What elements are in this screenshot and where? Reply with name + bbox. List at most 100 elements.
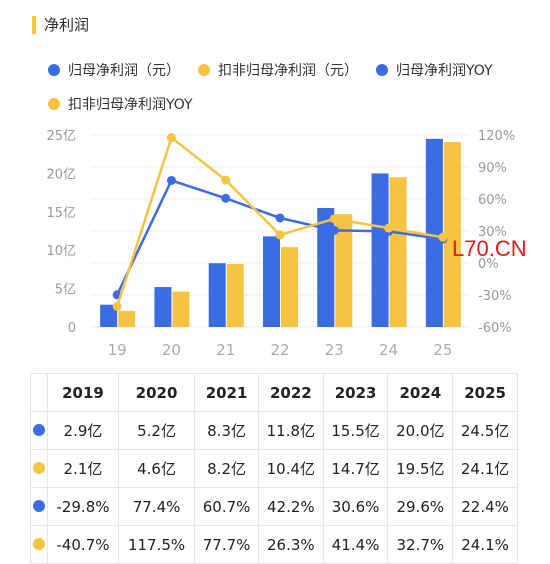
table-cell: 77.7% [194,525,259,564]
bar [317,207,335,327]
table-cell: 41.4% [322,525,389,564]
legend-dot-icon [198,64,210,76]
bar [118,310,136,327]
y-right-tick-label: 30% [478,225,507,240]
table-header-cell: 2024 [387,373,454,412]
table-cell: 29.6% [387,487,454,526]
table-cell: 22.4% [452,487,518,526]
y-right-tick-label: -30% [478,289,512,304]
bar [443,141,461,327]
table-cell: 4.6亿 [117,449,196,488]
bar [208,263,226,327]
table-cell: 8.2亿 [194,449,259,488]
chart-legend: 归母净利润（元） 扣非归母净利润（元） 归母净利润YOY 扣非归母净利润YOY [48,60,518,128]
legend-dot-icon [48,64,60,76]
line-point [166,175,176,185]
table-row: -29.8% 77.4% 60.7% 42.2% 30.6% 29.6% 22.4% [29,487,518,526]
legend-label: 归母净利润YOY [396,63,493,79]
x-tick-label: 20 [162,341,181,359]
table-cell: 2.9亿 [47,411,119,450]
row-marker-cell [29,411,49,450]
bar [389,177,407,327]
y-left-tick-label: 15亿 [46,206,76,221]
bar [226,264,244,327]
bar [371,173,389,327]
table-cell: 14.7亿 [322,449,389,488]
table-cell: 24.1% [452,525,518,564]
bar [154,287,172,327]
line-point [221,175,231,185]
line-point [166,133,176,143]
watermark: L70.CN [452,236,527,261]
series-dot-icon [33,461,46,474]
bar [335,214,353,327]
legend-label: 归母净利润（元） [68,63,180,79]
table-cell: 77.4% [117,487,196,526]
line-point [112,301,122,311]
table-header-row: 2019 2020 2021 2022 2023 2024 2025 [29,373,518,412]
line-point [329,214,339,224]
row-marker-cell [29,487,49,526]
table-cell: 117.5% [117,525,196,564]
y-right-tick-label: 60% [478,193,507,208]
y-right-tick-label: -60% [478,321,512,336]
table-header-cell: 2019 [47,373,119,412]
line-point [329,225,339,235]
bar [263,236,280,327]
legend-dot-icon [376,64,388,76]
table-cell: -29.8% [47,487,119,526]
line-point [438,232,448,242]
y-right-tick-label: 120% [478,129,515,144]
row-marker-cell [29,449,49,488]
section-title: 净利润 [44,16,90,34]
y-left-tick-label: 5亿 [55,283,76,298]
legend-item[interactable]: 扣非归母净利润YOY [48,94,193,114]
legend-item[interactable]: 归母净利润（元） [48,60,180,80]
y-left-tick-label: 0 [68,321,76,336]
combo-chart: -60% -30% 0% 30% 60% 90% 120% 0 5亿 10亿 15亿 20亿 25亿 19… [46,129,515,359]
bar [172,291,190,327]
x-tick-label: 25 [433,341,452,359]
table-row: 2.1亿 4.6亿 8.2亿 10.4亿 14.7亿 19.5亿 24.1亿 [29,449,518,488]
table-cell: 2.1亿 [47,449,119,488]
table-header-cell: 2021 [194,373,259,412]
table-cell: 60.7% [194,487,259,526]
y-left-tick-label: 25亿 [46,129,76,144]
y-left-tick-label: 10亿 [46,244,76,259]
series-dot-icon [33,537,46,550]
table-cell: 8.3亿 [194,411,259,450]
x-tick-label: 21 [216,341,235,359]
series-dot-icon [33,423,46,436]
legend-label: 扣非归母净利润YOY [68,97,193,113]
legend-label: 扣非归母净利润（元） [218,63,358,79]
y-right-tick-label: 0% [478,257,499,272]
table-row: 2.9亿 5.2亿 8.3亿 11.8亿 15.5亿 20.0亿 24.5亿 [29,411,518,450]
x-tick-label: 22 [270,341,289,359]
table-cell: -40.7% [47,525,119,564]
table-cell: 26.3% [257,525,324,564]
legend-item[interactable]: 归母净利润YOY [376,60,493,80]
table-header-cell [29,373,49,412]
table-header-cell: 2020 [117,373,196,412]
x-tick-label: 23 [325,341,344,359]
table-cell: 20.0亿 [387,411,454,450]
x-tick-label: 19 [108,341,127,359]
row-marker-cell [29,525,49,564]
legend-item[interactable]: 扣非归母净利润（元） [198,60,358,80]
line-point [384,223,394,233]
line-point [275,230,285,240]
table-cell: 32.7% [387,525,454,564]
section-header: 净利润 [32,14,89,35]
table-header-cell: 2023 [322,373,389,412]
table-cell: 24.1亿 [452,449,518,488]
y-left-tick-label: 20亿 [46,167,76,182]
table-cell: 30.6% [322,487,389,526]
table-cell: 5.2亿 [117,411,196,450]
y-right-tick-label: 90% [478,161,507,176]
table-header-cell: 2022 [257,373,324,412]
table-cell: 10.4亿 [257,449,324,488]
table-cell: 19.5亿 [387,449,454,488]
data-table: 2019 2020 2021 2022 2023 2024 2025 2.9亿 5.2亿 8.3… [29,373,518,564]
bar [425,138,443,327]
table-cell: 24.5亿 [452,411,518,450]
